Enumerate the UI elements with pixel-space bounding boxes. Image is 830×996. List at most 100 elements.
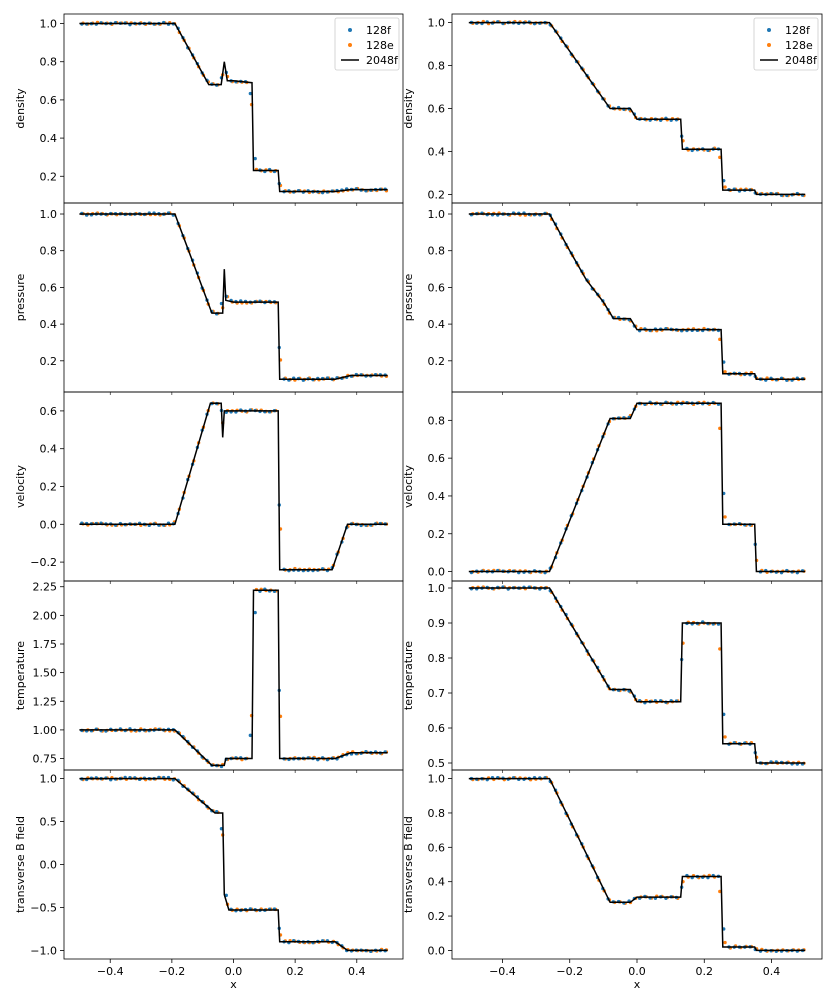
axes-frame	[451, 202, 823, 393]
y-tick-label: 0.4	[40, 443, 58, 456]
point-128f	[248, 91, 253, 96]
x-tick-label: 0.0	[628, 965, 646, 978]
y-tick-label: 0.6	[428, 722, 446, 735]
y-tick-label: 1.0	[40, 18, 58, 31]
y-tick-label: 2.25	[33, 581, 58, 594]
x-tick-label: 0.2	[696, 965, 714, 978]
y-axis-label: velocity	[14, 465, 27, 508]
legend-label: 128e	[785, 39, 813, 52]
y-tick-label: 2.00	[33, 609, 58, 622]
y-tick-label: 0.8	[40, 56, 58, 69]
legend: 128f 128e 2048f	[334, 17, 400, 71]
legend-label: 128e	[366, 39, 394, 52]
legend-label: 2048f	[366, 54, 399, 67]
x-tick-label: −0.2	[556, 965, 583, 978]
panel-left-temperature: 0.75 1.00 1.25 1.50 1.75 2.00 2.25 temperature	[14, 580, 404, 773]
y-tick-label: 1.0	[428, 582, 446, 595]
y-tick-label: 0.4	[40, 318, 58, 331]
y-tick-label: 0.75	[33, 753, 58, 766]
point-128e	[718, 426, 722, 431]
y-axis-label: temperature	[14, 641, 27, 710]
panel-right-temperature: 0.5 0.6 0.7 0.8 0.9 1.0 temperature	[402, 580, 823, 773]
point-128e	[723, 515, 727, 519]
panel-left-pressure: 0.2 0.4 0.6 0.8 1.0 pressure	[14, 202, 404, 395]
y-tick-label: 1.0	[428, 773, 446, 786]
panel-right-density: 0.2 0.4 0.6 0.8 1.0 density 128f 128e 2048f	[402, 13, 823, 206]
plot-area	[79, 401, 389, 573]
y-tick-label: 1.25	[33, 695, 58, 708]
plot-area	[468, 19, 806, 198]
point-128e	[718, 889, 722, 894]
y-tick-label: 0.5	[40, 816, 58, 829]
y-tick-label: 0.8	[428, 245, 446, 258]
plot-area	[468, 211, 806, 382]
point-128e	[723, 185, 727, 189]
point-128e	[723, 370, 727, 374]
y-tick-label: 0.2	[428, 355, 446, 368]
axes-frame	[63, 391, 404, 582]
axes-frame	[63, 769, 404, 960]
x-tick-label: −0.2	[159, 965, 186, 978]
y-axis-label: temperature	[402, 641, 415, 710]
legend-marker-128e	[767, 43, 771, 47]
y-tick-label: −0.5	[30, 901, 57, 914]
x-axis-label: x	[230, 978, 237, 991]
line-2048f	[79, 777, 388, 952]
y-tick-label: −0.2	[30, 556, 57, 569]
plot-area	[79, 587, 389, 769]
panel-left-velocity: −0.2 0.0 0.2 0.4 0.6 velocity	[14, 391, 404, 584]
plot-area	[79, 775, 389, 954]
x-tick-label: −0.4	[97, 965, 124, 978]
axes-frame	[451, 769, 823, 960]
y-tick-label: 0.4	[40, 132, 58, 145]
y-tick-label: 0.8	[428, 60, 446, 73]
y-axis-label: pressure	[402, 274, 415, 322]
y-tick-label: 0.0	[40, 518, 58, 531]
legend-marker-128f	[767, 28, 771, 32]
x-tick-label: 0.4	[348, 965, 366, 978]
panel-left-density: 0.2 0.4 0.6 0.8 1.0 density 128f 128e 2048f	[14, 13, 404, 206]
y-tick-label: 0.6	[428, 103, 446, 116]
point-128f	[253, 156, 257, 161]
y-tick-label: 1.0	[40, 208, 58, 221]
x-tick-label: −0.4	[489, 965, 516, 978]
line-2048f	[468, 21, 806, 196]
y-tick-label: −1.0	[30, 944, 57, 957]
y-tick-label: 1.0	[428, 17, 446, 30]
y-tick-label: 0.2	[40, 481, 58, 494]
y-axis-label: transverse B field	[402, 816, 415, 913]
y-axis-label: velocity	[402, 465, 415, 508]
point-128e	[723, 735, 727, 739]
panel-left-transverse-B-field: −1.0 −0.5 0.0 0.5 1.0 transverse B field −0.4 −…	[14, 769, 404, 991]
y-tick-label: 0.6	[40, 94, 58, 107]
y-axis-label: pressure	[14, 274, 27, 322]
legend-marker-128e	[348, 43, 352, 47]
x-tick-label: 0.4	[763, 965, 781, 978]
plot-area	[79, 20, 389, 195]
x-tick-label: 0.0	[225, 965, 243, 978]
panel-right-pressure: 0.2 0.4 0.6 0.8 1.0 pressure	[402, 202, 823, 395]
y-tick-label: 0.0	[428, 566, 446, 579]
y-tick-label: 0.0	[428, 944, 446, 957]
y-tick-label: 0.5	[428, 757, 446, 770]
line-2048f	[79, 213, 388, 380]
plot-area	[468, 775, 806, 953]
y-tick-label: 0.4	[428, 145, 446, 158]
y-tick-label: 0.7	[428, 687, 446, 700]
legend: 128f 128e 2048f	[753, 17, 819, 71]
y-tick-label: 1.00	[33, 724, 58, 737]
legend-label: 128f	[366, 24, 392, 37]
y-tick-label: 0.8	[428, 414, 446, 427]
y-tick-label: 1.0	[40, 773, 58, 786]
y-tick-label: 0.4	[428, 490, 446, 503]
axes-frame	[63, 202, 404, 393]
line-2048f	[468, 402, 806, 573]
panel-right-transverse-B-field: 0.0 0.2 0.4 0.6 0.8 1.0 transverse B field −0.4…	[402, 769, 823, 991]
y-tick-label: 0.6	[40, 281, 58, 294]
y-tick-label: 0.6	[428, 452, 446, 465]
y-axis-label: density	[402, 88, 415, 129]
y-axis-label: density	[14, 88, 27, 129]
point-128f	[248, 733, 253, 738]
y-tick-label: 0.2	[428, 910, 446, 923]
